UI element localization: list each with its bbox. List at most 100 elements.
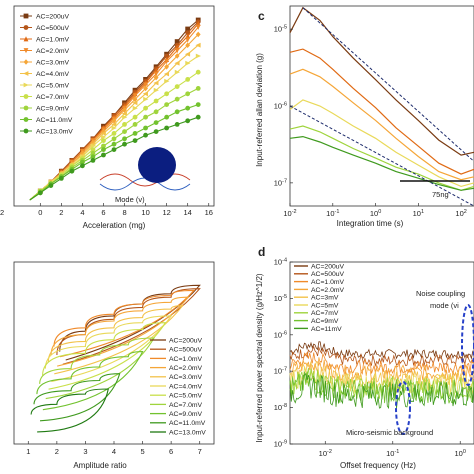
data-point [174,69,180,75]
data-point [184,51,191,57]
legend-marker [23,25,29,30]
data-point [153,129,159,135]
data-point [90,147,96,153]
legend-label: AC=11.0mV [169,420,206,427]
data-point [164,59,170,65]
data-point [101,152,106,158]
legend-label: AC=4.0mV [36,71,70,78]
mode-ball [138,147,176,183]
data-point [111,131,117,136]
legend-label: AC=7.0mV [36,94,70,101]
legend-label: AC=3.0mV [36,60,70,67]
psd-curve [289,357,474,382]
panel-d-y-label: Input-referred power spectral density (g… [255,273,264,442]
panel-a-legend: AC=200uV AC=500uV AC=1.0mV AC=2.0mV AC=3.0mV… [20,14,73,136]
micro-seismic-ellipse [395,381,411,435]
legend-marker [23,82,29,88]
legend-label: AC=13.0mV [169,429,206,436]
data-point [90,150,96,156]
allan-curve [289,6,474,156]
data-point [153,109,159,115]
legend-marker [23,59,29,65]
legend-label: AC=500uV [169,347,203,354]
x-tick-label: 6 [169,447,173,456]
data-point [132,138,138,144]
data-point [111,141,117,147]
y-tick-label: 10-4 [274,258,287,267]
data-point [80,163,85,169]
data-point [164,114,170,120]
panel-b-x-ticks: 1 2 3 4 5 6 7 [26,441,202,456]
data-point [132,93,138,99]
legend-label: AC=5.0mV [169,393,203,400]
data-point [185,60,191,66]
data-point [153,67,159,73]
legend-label: AC=9.0mV [36,106,70,113]
data-point [185,77,191,82]
data-point [90,139,96,146]
panel-c-series [289,6,474,207]
data-point [90,154,96,160]
data-point [195,69,201,75]
data-point [80,159,85,165]
allan-curve [289,99,474,188]
series-curve-AC=7.0mV [39,337,155,400]
data-point [101,147,106,153]
data-point [132,100,138,106]
data-point [164,91,170,97]
data-point [195,20,201,26]
panel-d-frame [289,261,474,445]
allan-curve [289,125,474,191]
psd-curve [289,345,474,367]
panel-d-x-label: Offset frequency (Hz) [340,461,416,470]
legend-marker [23,48,29,54]
data-point [185,33,191,39]
panel-b-x-label: Amplitude ratio [73,461,127,470]
data-point [58,176,64,181]
series-curve-AC=9.0mV [36,351,144,411]
data-point [122,122,127,127]
legend-label: AC=2.0mV [36,48,70,55]
data-point [185,118,191,124]
series-curve-AC=2.0mV [50,296,190,367]
legend-label: AC=5mV [311,302,339,309]
inset-wave-blue [99,177,191,191]
legend-label: AC=3mV [311,295,339,302]
panel-a-frame [13,5,215,207]
legend-marker [23,36,29,42]
data-point [195,102,201,107]
data-point [153,120,159,125]
data-point [122,114,128,120]
partial-tick-label: 2 [0,208,4,217]
x-tick-label: 7 [198,447,202,456]
data-point [174,44,180,50]
panel-a: Mode (v) AC=200uV AC=500uV AC=1.0mV AC=2.0m… [0,5,215,230]
data-point [48,183,54,189]
data-point [153,87,159,93]
annotation-noise-coupling: Noise coupling [416,289,465,298]
panel-d-legend: AC=200uVAC=500uVAC=1.0mVAC=2.0mVAC=3mVAC… [294,263,345,333]
x-tick-label: 10-2 [319,449,332,458]
data-point [164,78,170,84]
x-tick-label: 4 [112,447,116,456]
legend-label: AC=9mV [311,318,339,325]
data-point [174,96,180,102]
x-tick-label: 3 [83,447,87,456]
series-curve-AC=3.0mV [47,305,184,375]
data-point [174,84,180,89]
data-point [195,24,201,30]
legend-marker [23,94,29,99]
noise-coupling-ellipse [461,304,474,386]
panel-b-legend: AC=200uV AC=500uV AC=1.0mV AC=2.0mV AC=3.0mV… [150,337,206,436]
legend-marker [23,128,29,134]
data-point [101,134,107,140]
data-point [185,37,191,43]
panel-c-y-label: Input-referred allan deviation (g) [255,53,264,167]
data-point [164,125,170,131]
data-point [143,96,149,102]
data-point [122,129,127,135]
data-point [101,143,106,149]
data-point [143,125,148,131]
x-tick-label: 102 [455,209,466,218]
data-point [174,48,180,54]
